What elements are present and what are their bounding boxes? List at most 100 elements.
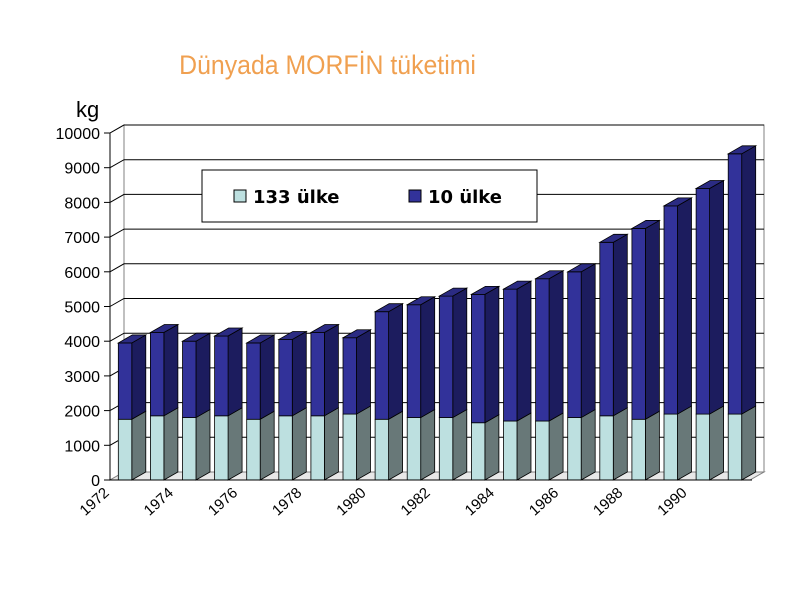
bar-top-1987 [598, 233, 629, 243]
bar-series-133-ulke-1989 [663, 413, 678, 481]
legend-swatch-10-ulke [408, 189, 422, 203]
bar-side-series-10-ulke-1978 [323, 323, 339, 417]
bars [116, 145, 758, 481]
bar-series-10-ulke-1986 [567, 271, 582, 418]
bar-top-1979 [341, 329, 372, 339]
bar-side-series-10-ulke-1988 [644, 219, 660, 420]
bar-side-series-133-ulke-1987 [612, 407, 628, 481]
y-axis-label: kg [76, 97, 99, 122]
bar-series-10-ulke-1982 [438, 295, 454, 418]
bar-side-series-133-ulke-1983 [484, 414, 500, 481]
bar-side-series-10-ulke-1987 [612, 233, 628, 417]
bar-series-133-ulke-1985 [535, 420, 550, 481]
y-tick-label: 2000 [64, 404, 100, 421]
bar-side-series-10-ulke-1989 [677, 197, 692, 415]
bar-series-10-ulke-1989 [663, 205, 678, 415]
x-tick-label: 1982 [397, 484, 433, 519]
bar-series-10-ulke-1987 [599, 241, 614, 417]
bar-side-series-10-ulke-1985 [548, 270, 564, 422]
bar-series-10-ulke-1983 [471, 293, 486, 424]
bar-side-series-133-ulke-1980 [388, 410, 403, 481]
bar-side-series-133-ulke-1977 [291, 407, 307, 481]
bar-top-1990 [694, 180, 726, 189]
bar-side-series-10-ulke-1975 [227, 327, 243, 417]
bar-side-series-133-ulke-1991 [741, 405, 757, 481]
x-tick-label: 1990 [654, 484, 690, 519]
y-tick-label: 1000 [64, 438, 100, 455]
bar-top-1978 [309, 324, 340, 333]
legend-label-10-ulke: 10 ülke [428, 187, 502, 208]
bar-side-series-133-ulke-1978 [323, 407, 339, 481]
bar-series-10-ulke-1977 [278, 339, 293, 417]
bar-top-1989 [662, 197, 693, 207]
bar-series-10-ulke-1991 [727, 153, 743, 415]
bar-series-133-ulke-1983 [471, 422, 486, 481]
bar-series-133-ulke-1988 [631, 418, 646, 481]
bar-series-133-ulke-1975 [214, 415, 229, 481]
bar-series-10-ulke-1976 [246, 342, 261, 420]
y-tick-label: 3000 [64, 369, 100, 386]
gridline [109, 193, 764, 203]
bar-series-10-ulke-1979 [342, 337, 357, 415]
bar-top-1985 [534, 270, 565, 280]
x-tick-label: 1978 [269, 484, 305, 519]
gridline [109, 124, 764, 134]
bar-series-133-ulke-1991 [727, 413, 743, 481]
bar-series-133-ulke-1987 [599, 415, 614, 481]
bar-side-series-133-ulke-1973 [163, 407, 179, 481]
bar-side-series-133-ulke-1979 [356, 405, 371, 481]
x-tick-label: 1986 [526, 484, 562, 519]
x-tick-label: 1976 [205, 484, 241, 519]
bar-series-133-ulke-1982 [438, 417, 454, 481]
bar-side-series-10-ulke-1991 [741, 145, 757, 415]
bar-series-133-ulke-1984 [503, 420, 518, 481]
gridline [109, 228, 764, 238]
bar-side-series-10-ulke-1982 [452, 287, 468, 419]
bar-side-series-10-ulke-1976 [259, 334, 275, 420]
bar-top-1986 [566, 263, 597, 273]
bar-series-10-ulke-1973 [150, 332, 165, 417]
bar-series-133-ulke-1986 [567, 417, 582, 481]
y-tick-label: 0 [91, 473, 100, 490]
bar-top-1983 [469, 285, 501, 295]
y-tick-label: 7000 [64, 230, 100, 247]
bar-top-1972 [116, 334, 148, 344]
bar-top-1974 [181, 332, 212, 342]
bar-side-series-10-ulke-1983 [484, 285, 500, 424]
gridline [109, 263, 764, 273]
legend-swatch-133-ulke [233, 189, 247, 203]
bar-top-1981 [405, 296, 437, 306]
bar-top-1976 [245, 334, 276, 344]
x-tick-label: 1984 [462, 484, 498, 519]
bar-side-series-133-ulke-1988 [644, 410, 660, 481]
bar-series-10-ulke-1990 [695, 188, 710, 415]
x-axis-ticks: 1972 1974 1976 1978 1980 1982 1984 1986 1988 1990 [76, 479, 752, 519]
bar-side-series-133-ulke-1984 [516, 412, 532, 481]
legend: 133 ülke 10 ülke [201, 169, 538, 223]
bar-series-10-ulke-1981 [406, 304, 422, 418]
bar-series-10-ulke-1975 [214, 335, 229, 417]
bar-side-series-10-ulke-1980 [388, 303, 403, 420]
legend-box [201, 169, 538, 223]
y-axis-ticks: 0 1000 2000 3000 4000 5000 6000 7000 8000 9000 100… [56, 126, 111, 490]
bar-side-series-10-ulke-1974 [195, 332, 211, 419]
y-tick-label: 5000 [64, 300, 100, 317]
bar-series-10-ulke-1984 [503, 288, 518, 422]
bar-side-series-133-ulke-1985 [548, 412, 564, 481]
bar-side-series-133-ulke-1990 [709, 405, 724, 481]
legend-label-133-ulke: 133 ülke [253, 187, 340, 208]
bar-side-series-133-ulke-1975 [227, 407, 243, 481]
bar-top-1984 [502, 280, 533, 290]
bar-series-133-ulke-1981 [406, 417, 422, 481]
bar-series-133-ulke-1990 [695, 413, 710, 481]
bar-side-series-10-ulke-1977 [291, 330, 307, 417]
bar-side-series-133-ulke-1976 [259, 410, 275, 481]
bar-series-133-ulke-1974 [182, 417, 197, 481]
bar-series-133-ulke-1980 [374, 418, 389, 481]
bar-series-133-ulke-1979 [342, 413, 357, 481]
bar-series-10-ulke-1974 [182, 340, 197, 418]
bar-series-133-ulke-1976 [246, 418, 261, 481]
bar-side-series-10-ulke-1981 [420, 296, 436, 419]
bar-series-10-ulke-1972 [117, 342, 133, 420]
